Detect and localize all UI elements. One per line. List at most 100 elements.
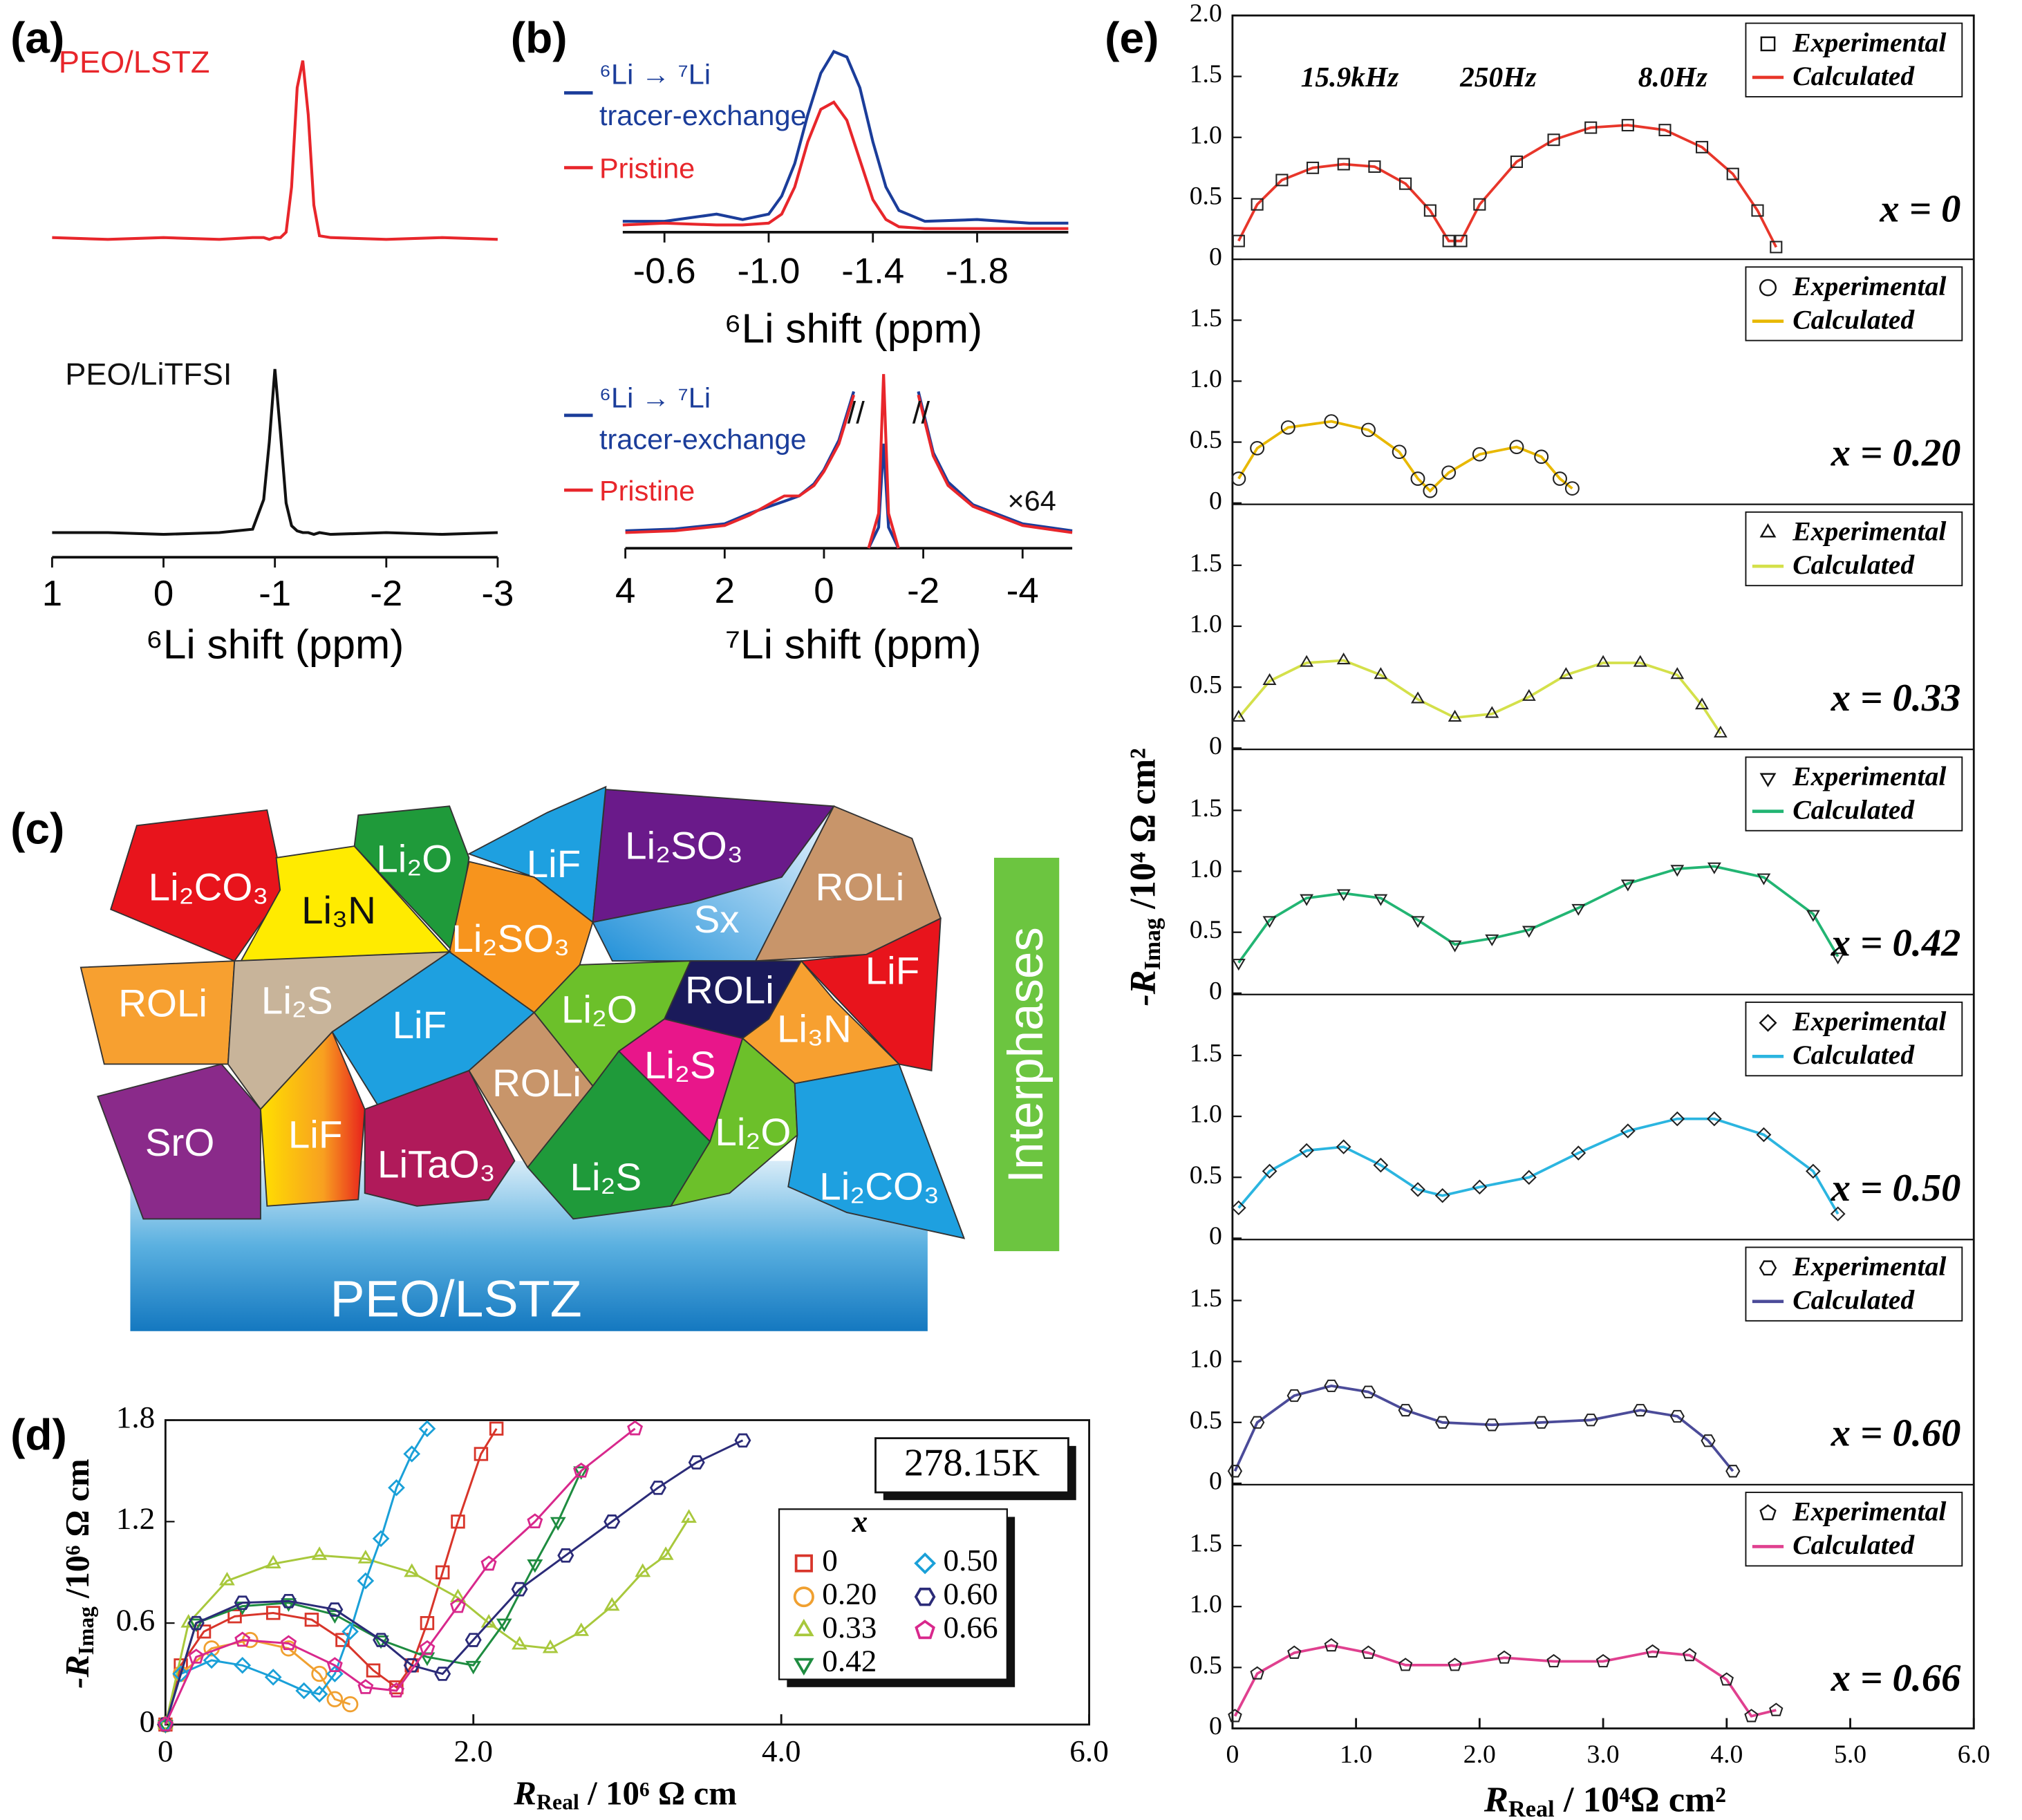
y-tick-label: 1.5 xyxy=(1190,1040,1222,1068)
marker xyxy=(310,1685,328,1703)
marker xyxy=(1324,1638,1339,1652)
y-tick-label: 1.5 xyxy=(1190,550,1222,578)
subplot-label: x = 0.33 xyxy=(1831,677,1961,720)
annotation-box xyxy=(874,1437,1069,1494)
marker xyxy=(914,1552,936,1575)
fit-line xyxy=(164,1470,583,1725)
marker xyxy=(1473,198,1486,211)
marker xyxy=(1398,1658,1413,1671)
marker xyxy=(1231,471,1246,486)
marker xyxy=(688,1455,705,1470)
y-tick-label: 1.2 xyxy=(116,1501,156,1536)
axis-label-part: R xyxy=(1483,1780,1508,1820)
marker xyxy=(1497,1650,1512,1664)
y-tick-label: 1.0 xyxy=(1190,1100,1222,1129)
marker xyxy=(1759,1260,1777,1276)
marker xyxy=(1410,691,1425,704)
x-tick-label: -2 xyxy=(370,573,402,614)
fit-line xyxy=(1237,420,1573,493)
y-tick-label: 1.0 xyxy=(1190,365,1222,393)
legend-label: Experimental xyxy=(1792,27,1946,57)
spectrum-line xyxy=(622,100,1069,230)
x-tick-label: -1.8 xyxy=(946,251,1009,292)
marker xyxy=(420,1615,435,1631)
marker xyxy=(1337,158,1350,171)
legend-box xyxy=(1745,756,1963,832)
marker xyxy=(357,1572,375,1590)
marker xyxy=(341,1623,359,1640)
marker xyxy=(1571,1145,1586,1161)
legend-label: Calculated xyxy=(1792,1530,1915,1560)
marker xyxy=(281,1598,297,1612)
x-tick-label: 2 xyxy=(715,570,735,611)
annotation: 250Hz xyxy=(1459,61,1537,93)
marker xyxy=(1361,1645,1376,1659)
grain-label: Li₂S xyxy=(570,1155,642,1199)
marker xyxy=(1670,667,1685,679)
marker xyxy=(1454,234,1468,247)
panel-label: (c) xyxy=(10,804,64,854)
marker xyxy=(1707,862,1721,874)
subplot-label: x = 0 xyxy=(1879,188,1960,231)
panel-label: (b) xyxy=(511,13,568,63)
marker xyxy=(649,1481,666,1495)
axis-label-part: Imag xyxy=(1140,918,1166,970)
marker xyxy=(1669,1409,1685,1423)
marker xyxy=(1522,926,1536,938)
marker xyxy=(1231,709,1246,722)
marker xyxy=(1621,119,1634,132)
legend-box xyxy=(1745,22,1963,97)
spectrum-line xyxy=(52,60,498,241)
x-tick-label: 4 xyxy=(615,570,635,611)
legend-label: Experimental xyxy=(1792,1251,1946,1282)
marker xyxy=(451,1514,465,1529)
interphase-grain xyxy=(97,1063,261,1220)
marker xyxy=(434,1667,451,1681)
y-tick-label: 0 xyxy=(1209,243,1222,272)
y-tick-label: 1.8 xyxy=(116,1400,156,1434)
grain-label: ROLi xyxy=(492,1061,581,1105)
marker xyxy=(403,1658,420,1673)
marker xyxy=(1373,1157,1389,1173)
grain-label: Li₃N xyxy=(777,1007,852,1051)
marker xyxy=(1485,706,1499,718)
marker xyxy=(1553,471,1567,486)
marker xyxy=(527,1513,543,1528)
marker xyxy=(1584,121,1598,134)
x-tick-label: 5.0 xyxy=(1834,1741,1866,1769)
legend-label: Calculated xyxy=(1792,1040,1915,1070)
marker xyxy=(404,1563,420,1577)
marker xyxy=(295,1682,313,1700)
legend-label: Calculated xyxy=(1792,550,1915,580)
marker xyxy=(1423,483,1438,498)
fit-line xyxy=(164,1439,744,1725)
marker xyxy=(1250,1666,1264,1680)
x-tick-label: -1.4 xyxy=(841,251,904,292)
y-tick-label: 0.6 xyxy=(116,1603,156,1638)
x-tick-label: 0 xyxy=(1226,1741,1239,1769)
fit-line xyxy=(1233,1644,1777,1718)
grain-label: ROLi xyxy=(815,865,904,909)
marker xyxy=(1521,1170,1537,1185)
axis-label: -RImag /10⁴ Ω cm² xyxy=(1123,748,1165,1006)
marker xyxy=(1324,1379,1339,1392)
marker xyxy=(1696,140,1709,153)
marker xyxy=(1262,673,1277,685)
marker xyxy=(1719,1672,1734,1686)
marker xyxy=(419,1640,436,1655)
marker xyxy=(914,1587,936,1606)
marker xyxy=(1410,916,1425,928)
marker xyxy=(187,1615,205,1631)
y-tick-label: 1.0 xyxy=(1190,855,1222,883)
marker xyxy=(512,1635,527,1650)
marker xyxy=(335,1633,350,1647)
marker xyxy=(1706,1111,1722,1127)
marker xyxy=(157,1715,174,1729)
x-tick-label: 2.0 xyxy=(1463,1741,1496,1769)
y-tick-label: 1.5 xyxy=(1190,304,1222,332)
x-axis-label: ⁶Li shift (ppm) xyxy=(146,621,404,668)
marker xyxy=(794,1658,814,1676)
marker xyxy=(265,1555,281,1569)
marker xyxy=(1410,1182,1425,1197)
